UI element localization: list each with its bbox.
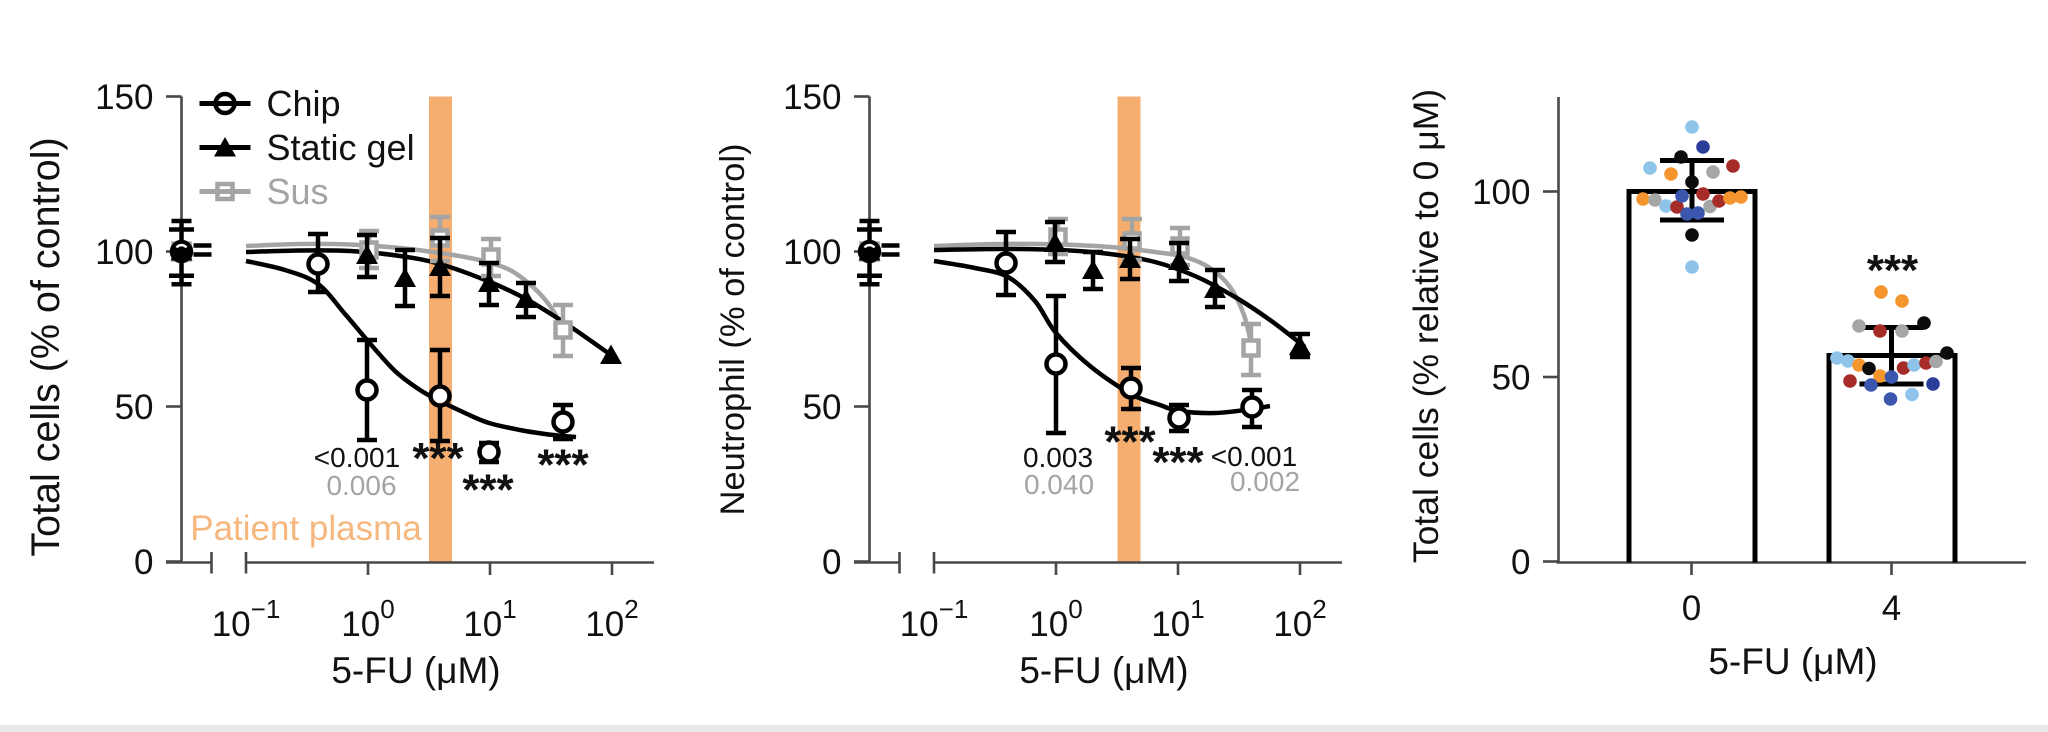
svg-text:0: 0 xyxy=(1511,543,1530,582)
svg-text:Static gel: Static gel xyxy=(267,127,415,168)
svg-text:150: 150 xyxy=(783,78,841,117)
svg-text:100: 100 xyxy=(783,233,841,272)
svg-text:0.040: 0.040 xyxy=(1024,469,1094,500)
svg-text:150: 150 xyxy=(95,78,153,117)
svg-text:0: 0 xyxy=(822,543,841,582)
svg-text:50: 50 xyxy=(1492,359,1531,398)
svg-text:0.006: 0.006 xyxy=(326,470,396,501)
svg-text:50: 50 xyxy=(803,388,842,427)
svg-text:4: 4 xyxy=(1882,589,1901,628)
svg-text:Total cells (% relative to 0 μ: Total cells (% relative to 0 μM) xyxy=(1406,89,1446,563)
svg-text:Neutrophil (% of control): Neutrophil (% of control) xyxy=(714,144,752,516)
svg-text:***: *** xyxy=(412,434,464,483)
svg-text:Patient plasma: Patient plasma xyxy=(190,509,422,548)
svg-text:***: *** xyxy=(462,466,514,515)
svg-text:<0.001: <0.001 xyxy=(1211,441,1297,472)
svg-text:Sus: Sus xyxy=(267,171,329,212)
svg-text:***: *** xyxy=(1104,418,1156,467)
svg-text:0: 0 xyxy=(1682,589,1701,628)
svg-text:100: 100 xyxy=(1472,173,1530,212)
svg-text:5-FU (μM): 5-FU (μM) xyxy=(1019,650,1188,691)
svg-text:***: *** xyxy=(1152,438,1204,487)
svg-text:Chip: Chip xyxy=(267,83,341,124)
svg-text:5-FU (μM): 5-FU (μM) xyxy=(1708,641,1877,682)
svg-text:0.002: 0.002 xyxy=(1230,466,1300,497)
svg-text:Total cells (% of control): Total cells (% of control) xyxy=(24,137,68,556)
svg-text:0: 0 xyxy=(134,543,153,582)
svg-text:0.003: 0.003 xyxy=(1023,442,1093,473)
svg-text:<0.001: <0.001 xyxy=(314,442,400,473)
svg-text:***: *** xyxy=(1867,246,1919,295)
svg-text:50: 50 xyxy=(115,388,154,427)
svg-text:***: *** xyxy=(537,441,589,490)
svg-text:100: 100 xyxy=(95,233,153,272)
svg-text:5-FU (μM): 5-FU (μM) xyxy=(331,650,500,691)
